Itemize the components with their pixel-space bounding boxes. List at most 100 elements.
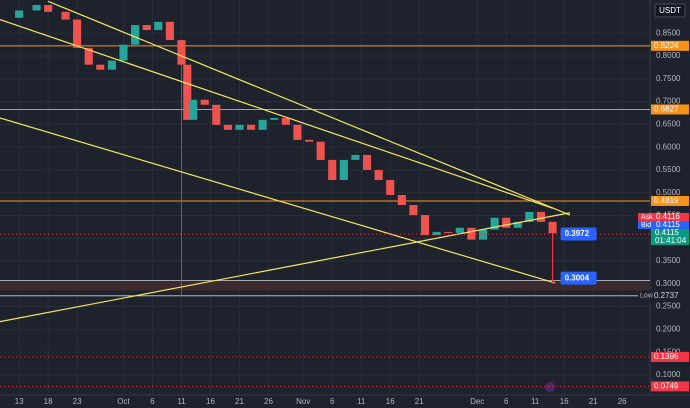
candle — [455, 227, 464, 233]
candle — [374, 169, 383, 180]
candle — [107, 60, 116, 70]
candle — [73, 19, 82, 48]
x-tick-label: Dec — [470, 397, 484, 406]
candle — [386, 179, 395, 195]
target-box — [560, 271, 597, 285]
ask-name: Ask — [641, 214, 653, 221]
candle — [328, 159, 337, 180]
candle — [131, 25, 140, 45]
candle — [281, 117, 290, 125]
candle — [61, 11, 70, 20]
candle — [293, 124, 302, 140]
candle — [397, 194, 406, 206]
x-tick-label: 6 — [330, 397, 335, 406]
candle — [478, 229, 488, 240]
candle — [119, 44, 128, 61]
currency: USDT — [659, 6, 681, 15]
target-label: 0.3004 — [565, 273, 590, 282]
candle — [15, 10, 24, 18]
x-tick-label: 26 — [618, 397, 627, 406]
candle — [502, 217, 511, 228]
level-label: 0.6827 — [654, 105, 679, 114]
candle — [316, 141, 325, 160]
candle — [513, 221, 522, 228]
low-name: Low — [640, 293, 654, 300]
trendline — [0, 117, 556, 284]
candle — [247, 124, 256, 130]
low-label: 0.2737 — [654, 291, 679, 300]
y-tick-label: 0.6000 — [656, 142, 681, 151]
x-tick-label: 11 — [357, 397, 366, 406]
x-tick-label: 23 — [73, 397, 82, 406]
x-tick-label: 16 — [386, 397, 395, 406]
candle — [212, 104, 221, 125]
level-label: 0.8224 — [654, 41, 679, 50]
candle — [183, 64, 192, 120]
alert-label: 0.0749 — [654, 381, 679, 390]
y-tick-label: 0.5000 — [656, 188, 681, 197]
x-tick-label: 26 — [264, 397, 273, 406]
x-tick-label: Oct — [117, 397, 130, 406]
y-tick-label: 0.7500 — [656, 74, 681, 83]
candle — [490, 217, 499, 230]
y-tick-label: 0.2000 — [656, 325, 681, 334]
y-tick-label: 0.1000 — [656, 370, 681, 379]
event-icon[interactable] — [545, 382, 555, 392]
candle — [467, 227, 476, 240]
candle — [525, 211, 534, 222]
candle — [409, 205, 418, 216]
candle — [362, 154, 372, 170]
candle — [223, 124, 232, 130]
candle — [304, 139, 314, 142]
low-tag — [638, 290, 651, 301]
x-tick-label: 18 — [44, 397, 53, 406]
y-tick-label: 0.7000 — [656, 97, 681, 106]
ask-box — [638, 212, 689, 221]
alert-label: 0.1396 — [654, 352, 679, 361]
last-box — [651, 228, 689, 245]
candle — [32, 5, 41, 11]
x-tick-label: 13 — [15, 397, 24, 406]
y-tick-label: 0.5500 — [656, 165, 681, 174]
x-tick-label: 6 — [504, 397, 509, 406]
candle — [189, 99, 198, 120]
zone — [0, 280, 650, 291]
candle — [235, 124, 244, 130]
x-tick-label: 21 — [589, 397, 598, 406]
level-box — [651, 104, 689, 115]
candle — [44, 5, 53, 12]
y-tick-label: 0.8000 — [656, 51, 681, 60]
candle — [154, 21, 163, 31]
y-tick-label: 0.6500 — [656, 119, 681, 128]
candle — [548, 221, 557, 234]
candle — [420, 215, 430, 236]
ask-label: 0.4116 — [656, 212, 680, 221]
candle — [270, 117, 279, 120]
candle — [165, 21, 174, 41]
x-tick-label: 11 — [531, 397, 540, 406]
candle — [351, 154, 360, 160]
bid-box — [638, 220, 689, 229]
candle — [339, 159, 348, 180]
bid-name: Bid — [641, 222, 651, 229]
last-label: 0.4115 — [655, 228, 679, 237]
target-box — [560, 227, 597, 241]
alert-box — [651, 351, 689, 362]
trendline — [0, 19, 553, 209]
candle — [177, 40, 186, 65]
countdown: 01:41:04 — [655, 236, 687, 245]
level-box — [651, 195, 689, 206]
x-tick-label: 21 — [415, 397, 424, 406]
y-tick-label: 0.2500 — [656, 302, 681, 311]
y-tick-label: 0.1500 — [656, 347, 681, 356]
currency-box[interactable] — [654, 3, 686, 18]
candle — [444, 231, 453, 233]
candle — [536, 211, 546, 222]
level-box — [651, 40, 689, 51]
candle — [258, 119, 267, 130]
candle — [432, 231, 441, 236]
x-tick-label: 16 — [560, 397, 569, 406]
